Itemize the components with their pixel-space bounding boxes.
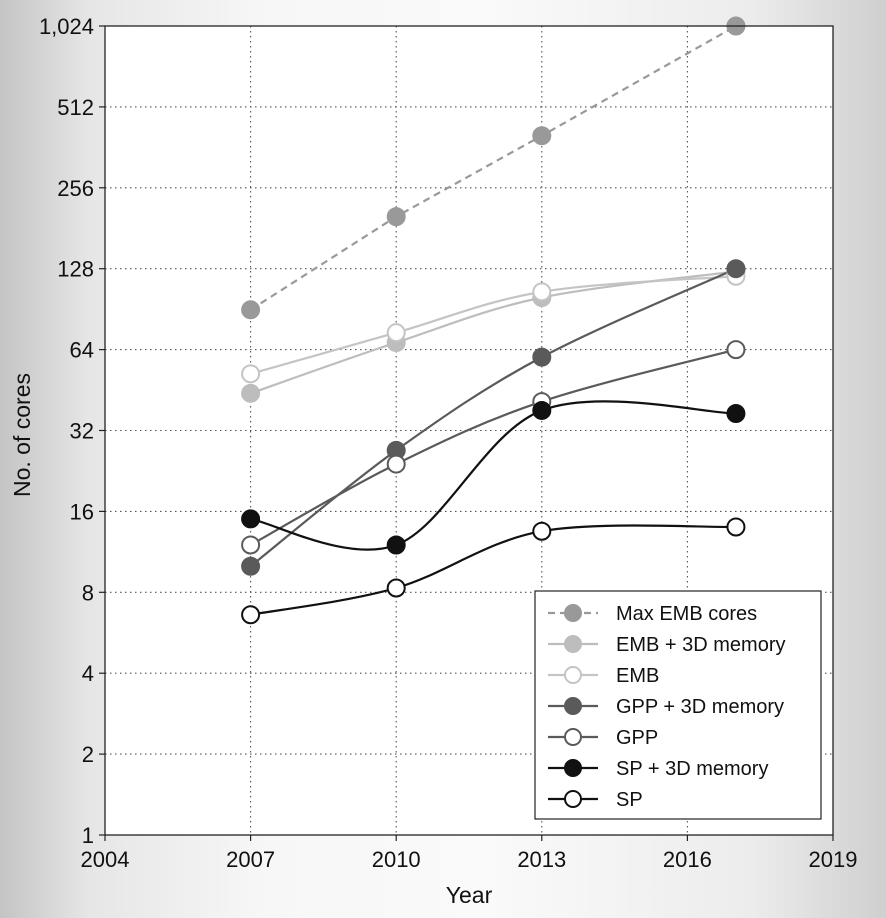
axis-ticks: 2004 2007 2010 2013 2016 2019 1 2 4 8 16 32 64 128 256…	[39, 14, 858, 872]
series-markers	[241, 16, 746, 625]
data-point-sp-3d-memory	[241, 509, 261, 529]
legend-marker-gpp	[564, 728, 582, 746]
data-point-max-emb-cores	[241, 300, 261, 320]
y-tick-label: 8	[82, 580, 94, 605]
series-line-gpp-3d-memory	[249, 267, 737, 568]
data-point-sp	[386, 578, 406, 598]
x-tick-label: 2007	[226, 847, 275, 872]
data-point-sp-3d-memory	[532, 400, 552, 420]
y-tick-label: 1,024	[39, 14, 94, 39]
grid	[105, 26, 833, 835]
data-point-sp	[726, 517, 746, 537]
series-line-max-emb-cores	[250, 25, 737, 311]
series-line-sp	[250, 524, 736, 616]
x-tick-label: 2004	[81, 847, 130, 872]
x-tick-label: 2013	[517, 847, 566, 872]
series-line-emb	[250, 275, 737, 375]
legend-label-gpp-3d-memory: GPP + 3D memory	[616, 696, 784, 718]
data-point-emb	[532, 282, 552, 302]
x-tick-label: 2016	[663, 847, 712, 872]
series-lines	[249, 25, 737, 616]
legend-label-emb: EMB	[616, 665, 659, 687]
legend-label-gpp: GPP	[616, 727, 658, 749]
x-tick-label: 2010	[372, 847, 421, 872]
series-line-gpp	[250, 348, 737, 546]
data-point-max-emb-cores	[532, 126, 552, 146]
y-tick-label: 16	[70, 499, 94, 524]
y-tick-label: 256	[57, 176, 94, 201]
legend-label-emb-3d-memory: EMB + 3D memory	[616, 634, 785, 656]
data-point-max-emb-cores	[386, 207, 406, 227]
x-axis-label: Year	[446, 882, 493, 908]
y-tick-label: 4	[82, 661, 94, 686]
data-point-emb-3d-memory	[241, 383, 261, 403]
legend-label-max-emb-cores: Max EMB cores	[616, 603, 757, 625]
data-point-sp-3d-memory	[726, 404, 746, 424]
legend-marker-sp-3d-memory	[564, 759, 582, 777]
series-line-sp-3d-memory	[250, 400, 736, 551]
y-tick-label: 128	[57, 257, 94, 282]
y-tick-label: 1	[82, 823, 94, 848]
data-point-gpp	[386, 454, 406, 474]
data-point-gpp-3d-memory	[726, 259, 746, 279]
data-point-gpp	[726, 340, 746, 360]
legend-marker-emb-3d-memory	[564, 635, 582, 653]
legend-marker-max-emb-cores	[564, 604, 582, 622]
y-tick-label: 64	[70, 338, 94, 363]
data-point-emb	[241, 364, 261, 384]
y-axis-label: No. of cores	[9, 373, 35, 497]
legend-marker-gpp-3d-memory	[564, 697, 582, 715]
data-point-gpp	[241, 535, 261, 555]
data-point-emb	[386, 323, 406, 343]
y-tick-label: 2	[82, 742, 94, 767]
data-point-gpp-3d-memory	[532, 347, 552, 367]
data-point-sp	[532, 521, 552, 541]
legend: Max EMB cores EMB + 3D memory EMB GPP + 3D …	[534, 590, 822, 820]
data-point-sp	[241, 605, 261, 625]
data-point-gpp-3d-memory	[241, 556, 261, 576]
x-tick-label: 2019	[809, 847, 858, 872]
data-point-sp-3d-memory	[386, 535, 406, 555]
y-tick-label: 32	[70, 419, 94, 444]
legend-marker-sp	[564, 790, 582, 808]
legend-label-sp-3d-memory: SP + 3D memory	[616, 758, 768, 780]
legend-label-sp: SP	[616, 789, 643, 811]
y-tick-label: 512	[57, 95, 94, 120]
legend-marker-emb	[564, 666, 582, 684]
